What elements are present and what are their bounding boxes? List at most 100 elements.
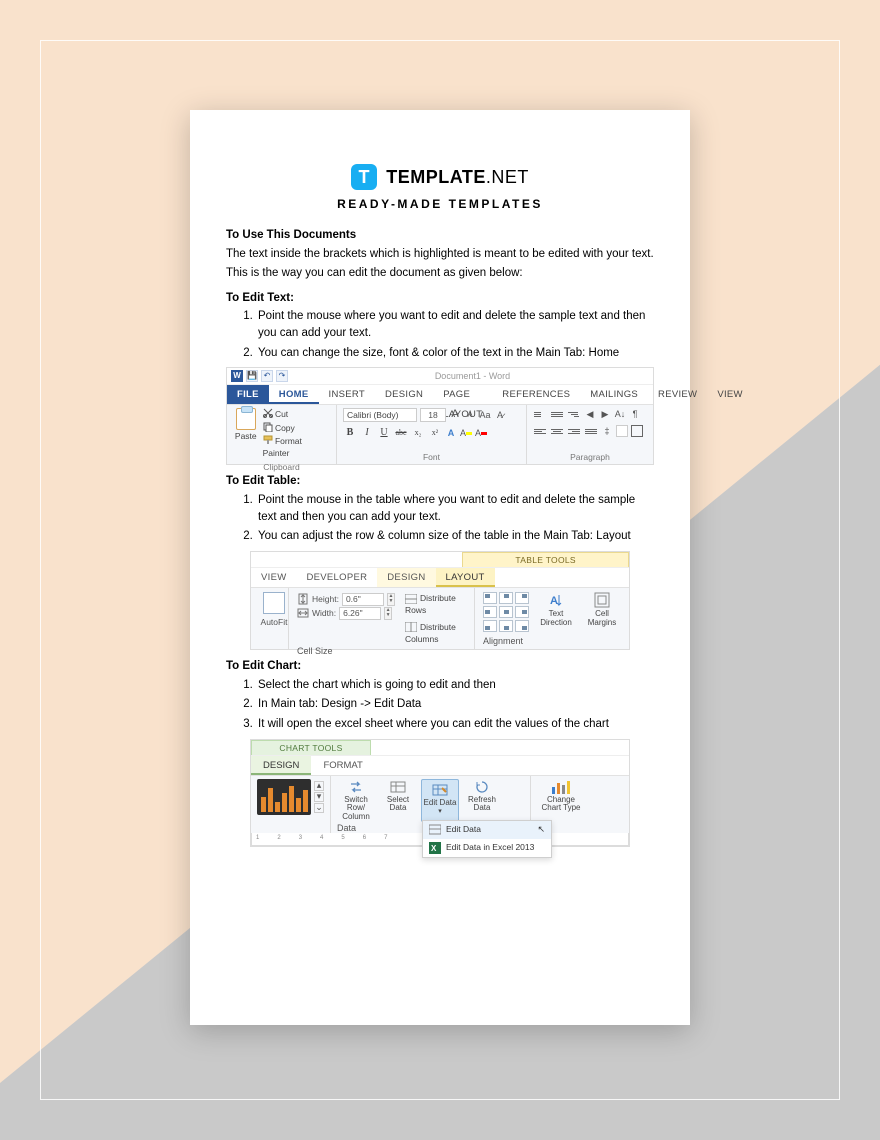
autofit-group: AutoFit (251, 588, 289, 649)
font-size-selector[interactable]: 18 (420, 408, 446, 422)
copy-label: Copy (275, 423, 295, 433)
change-case-button[interactable]: Aa (479, 409, 491, 421)
distribute-rows-button[interactable]: Distribute Rows (405, 592, 466, 617)
change-chart-type-icon (551, 779, 571, 795)
edit-chart-step-1: Select the chart which is going to edit … (256, 677, 654, 694)
font-color-button[interactable]: A (475, 427, 487, 439)
change-chart-type-button[interactable]: Change Chart Type (537, 779, 585, 814)
shading-button[interactable] (616, 425, 628, 437)
page-subtitle: READY-MADE TEMPLATES (226, 196, 654, 213)
justify-button[interactable] (584, 425, 598, 438)
switch-row-col-label: Switch Row/ Column (342, 795, 370, 822)
tab-view[interactable]: VIEW (707, 385, 746, 404)
tab-insert[interactable]: INSERT (319, 385, 375, 404)
menu-edit-data-excel[interactable]: X Edit Data in Excel 2013 (423, 839, 551, 857)
clear-formatting-button[interactable]: A̷ (494, 409, 506, 421)
tab-mailings[interactable]: MAILINGS (580, 385, 648, 404)
align-right-button[interactable] (567, 425, 581, 438)
paste-label: Paste (233, 430, 259, 442)
edit-table-step-1: Point the mouse in the table where you w… (256, 492, 654, 525)
format-painter-button[interactable]: Format Painter (263, 435, 330, 460)
sort-button[interactable]: A↓ (614, 408, 626, 420)
shrink-font-button[interactable]: A (464, 409, 476, 421)
select-data-icon (390, 779, 406, 795)
distribute-cols-button[interactable]: Distribute Columns (405, 621, 466, 646)
word-ribbon-tabs: FILE HOME INSERT DESIGN PAGE LAYOUT REFE… (227, 384, 653, 404)
width-field[interactable]: 6.26" (339, 607, 381, 620)
strikethrough-button[interactable]: abc (394, 426, 408, 440)
bullets-button[interactable] (533, 408, 547, 421)
quick-access-toolbar: W 💾 ↶ ↷ (227, 370, 292, 382)
cut-button[interactable]: Cut (263, 408, 330, 420)
height-spinner[interactable]: ▲▼ (387, 593, 395, 606)
increase-indent-button[interactable]: ▶ (599, 408, 611, 420)
tab-references[interactable]: REFERENCES (492, 385, 580, 404)
borders-button[interactable] (631, 425, 643, 437)
document-page: T TEMPLATE.NET READY-MADE TEMPLATES To U… (190, 110, 690, 1025)
underline-button[interactable]: U (377, 426, 391, 440)
align-center-button[interactable] (550, 425, 564, 438)
tab-design[interactable]: DESIGN (375, 385, 433, 404)
switch-row-col-button[interactable]: Switch Row/ Column (337, 779, 375, 822)
word-home-ribbon: W 💾 ↶ ↷ Document1 - Word FILE HOME INSER… (226, 367, 654, 465)
height-field[interactable]: 0.6" (342, 593, 384, 606)
edit-table-heading: To Edit Table: (226, 473, 654, 490)
paragraph-group: ◀ ▶ A↓ ¶ ‡ Paragraph (527, 405, 653, 464)
font-group: Calibri (Body) 18 A A Aa A̷ B I U abc x₂… (337, 405, 527, 464)
tab-table-design[interactable]: DESIGN (377, 568, 435, 587)
undo-icon[interactable]: ↶ (261, 370, 273, 382)
align-left-button[interactable] (533, 425, 547, 438)
autofit-button[interactable]: AutoFit (259, 592, 289, 628)
cell-margins-button[interactable]: Cell Margins (583, 592, 621, 628)
paste-button[interactable]: Paste (233, 408, 259, 459)
text-effects-button[interactable]: A (445, 427, 457, 439)
text-direction-button[interactable]: A Text Direction (537, 592, 575, 628)
logo-badge: T (351, 164, 377, 190)
redo-icon[interactable]: ↷ (276, 370, 288, 382)
bold-button[interactable]: B (343, 426, 357, 440)
select-data-button[interactable]: Select Data (379, 779, 417, 822)
subscript-button[interactable]: x₂ (411, 426, 425, 440)
alignment-grid[interactable] (483, 592, 529, 632)
copy-button[interactable]: Copy (263, 422, 330, 434)
tab-page-layout[interactable]: PAGE LAYOUT (433, 385, 492, 404)
refresh-data-button[interactable]: Refresh Data (463, 779, 501, 822)
autofit-icon (263, 592, 285, 614)
style-more-button[interactable]: ⌄ (314, 803, 324, 813)
width-spinner[interactable]: ▲▼ (384, 607, 392, 620)
italic-button[interactable]: I (360, 426, 374, 440)
svg-text:X: X (431, 844, 437, 853)
tab-table-layout[interactable]: LAYOUT (436, 568, 495, 587)
tab-developer[interactable]: DEVELOPER (296, 568, 377, 587)
menu-edit-data-label: Edit Data (446, 825, 481, 834)
tab-view-2[interactable]: VIEW (251, 568, 296, 587)
edit-text-step-2: You can change the size, font & color of… (256, 345, 654, 362)
edit-data-icon (432, 782, 448, 798)
menu-edit-data[interactable]: Edit Data↖ (423, 821, 551, 839)
show-marks-button[interactable]: ¶ (629, 408, 641, 420)
edit-data-button[interactable]: Edit Data ▾ Edit Data↖ XEdit Data in Exc… (421, 779, 459, 822)
tab-file[interactable]: FILE (227, 385, 269, 404)
highlight-color-button[interactable]: A (460, 427, 472, 439)
numbering-button[interactable] (550, 408, 564, 421)
ruler-mark: 7 (384, 834, 387, 843)
ruler-mark: 2 (277, 834, 280, 843)
tab-chart-design[interactable]: DESIGN (251, 756, 311, 775)
decrease-indent-button[interactable]: ◀ (584, 408, 596, 420)
menu-edit-data-excel-label: Edit Data in Excel 2013 (446, 843, 534, 852)
font-group-label: Font (343, 449, 520, 463)
tab-review[interactable]: REVIEW (648, 385, 707, 404)
tab-home[interactable]: HOME (269, 385, 319, 404)
word-app-icon[interactable]: W (231, 370, 243, 382)
line-spacing-button[interactable]: ‡ (601, 425, 613, 437)
chart-style-preview[interactable] (257, 779, 311, 815)
save-icon[interactable]: 💾 (246, 370, 258, 382)
multilevel-list-button[interactable] (567, 408, 581, 421)
chart-tools-ribbon: CHART TOOLS DESIGN FORMAT ▴ ▾ ⌄ (250, 739, 630, 847)
ruler-mark: 5 (341, 834, 344, 843)
font-name-selector[interactable]: Calibri (Body) (343, 408, 417, 422)
edit-text-step-1: Point the mouse where you want to edit a… (256, 308, 654, 341)
tab-chart-format[interactable]: FORMAT (311, 756, 374, 775)
grow-font-button[interactable]: A (449, 409, 461, 421)
superscript-button[interactable]: x² (428, 426, 442, 440)
